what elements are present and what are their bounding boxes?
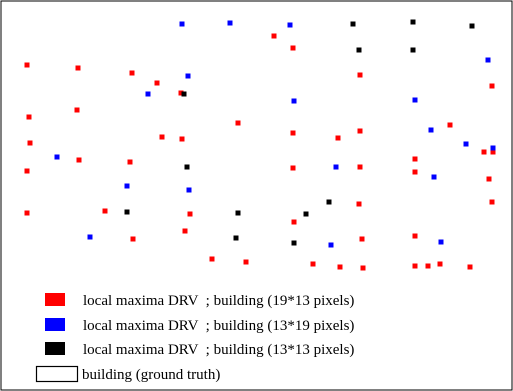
red-detection-marker [129, 70, 135, 76]
red-detection-marker [310, 261, 316, 267]
blue-legend-swatch [45, 318, 65, 331]
red-detection-marker [74, 107, 80, 113]
red-detection-marker [357, 164, 363, 170]
black-detection-marker [291, 240, 297, 246]
red-detection-marker [467, 264, 473, 270]
red-detection-marker [290, 45, 296, 51]
blue-detection-marker [54, 154, 60, 160]
red-detection-marker [182, 228, 188, 234]
blue-detection-marker [179, 21, 185, 27]
red-detection-marker [337, 264, 343, 270]
red-detection-marker [130, 236, 136, 242]
red-detection-marker [24, 210, 30, 216]
red-detection-marker [437, 261, 443, 267]
red-detection-marker [412, 263, 418, 269]
red-detection-marker [447, 122, 453, 128]
red-detection-marker [490, 149, 496, 155]
red-legend-swatch [45, 293, 65, 306]
red-detection-marker [489, 199, 495, 205]
red-detection-marker [26, 114, 32, 120]
red-detection-marker [24, 62, 30, 68]
black-detection-marker [410, 19, 416, 25]
blue-detection-marker [412, 97, 418, 103]
blue-detection-marker [124, 183, 130, 189]
red-detection-marker [76, 157, 82, 163]
red-detection-marker [359, 236, 365, 242]
black-detection-marker [350, 21, 356, 27]
red-detection-marker [179, 136, 185, 142]
blue-detection-marker [490, 145, 496, 151]
red-detection-marker [178, 90, 184, 96]
red-detection-marker [489, 83, 495, 89]
red-detection-marker [412, 156, 418, 162]
legend-label-2: local maxima DRV ; building (13*19 pixel… [83, 318, 354, 334]
blue-detection-marker [438, 239, 444, 245]
red-detection-marker [357, 72, 363, 78]
blue-detection-marker [287, 22, 293, 28]
blue-detection-marker [485, 57, 491, 63]
black-detection-marker [235, 210, 241, 216]
blue-detection-marker [431, 174, 437, 180]
red-detection-marker [290, 165, 296, 171]
ground-truth-legend-swatch [35, 365, 79, 383]
red-detection-marker [357, 128, 363, 134]
blue-detection-marker [186, 187, 192, 193]
red-detection-marker [209, 256, 215, 262]
red-detection-marker [412, 233, 418, 239]
red-detection-marker [425, 263, 431, 269]
red-detection-marker [481, 149, 487, 155]
marker-layer [24, 19, 496, 271]
black-detection-marker [469, 23, 475, 29]
black-detection-marker [410, 47, 416, 53]
red-detection-marker [75, 65, 81, 71]
legend-label-4: building (ground truth) [82, 367, 220, 383]
red-detection-marker [102, 208, 108, 214]
red-detection-marker [187, 211, 193, 217]
black-detection-marker [184, 164, 190, 170]
red-detection-marker [335, 135, 341, 141]
red-detection-marker [24, 168, 30, 174]
legend-label-3: local maxima DRV ; building (13*13 pixel… [83, 342, 354, 358]
black-detection-marker [124, 209, 130, 215]
red-detection-marker [27, 140, 33, 146]
red-detection-marker [290, 130, 296, 136]
red-detection-marker [271, 33, 277, 39]
legend: local maxima DRV ; building (19*13 pixel… [35, 293, 354, 383]
blue-detection-marker [428, 127, 434, 133]
red-detection-marker [486, 176, 492, 182]
blue-detection-marker [87, 234, 93, 240]
red-detection-marker [127, 159, 133, 165]
blue-detection-marker [463, 141, 469, 147]
black-detection-marker [356, 47, 362, 53]
black-legend-swatch [45, 342, 65, 355]
black-detection-marker [181, 91, 187, 97]
blue-detection-marker [328, 242, 334, 248]
legend-label-1: local maxima DRV ; building (19*13 pixel… [83, 293, 354, 309]
blue-detection-marker [227, 20, 233, 26]
black-detection-marker [233, 235, 239, 241]
blue-detection-marker [291, 98, 297, 104]
black-detection-marker [303, 211, 309, 217]
blue-detection-marker [333, 164, 339, 170]
red-detection-marker [291, 219, 297, 225]
red-detection-marker [154, 80, 160, 86]
red-detection-marker [159, 134, 165, 140]
red-detection-marker [360, 265, 366, 271]
red-detection-marker [235, 120, 241, 126]
blue-detection-marker [185, 73, 191, 79]
red-detection-marker [356, 201, 362, 207]
red-detection-marker [412, 169, 418, 175]
blue-detection-marker [145, 91, 151, 97]
black-detection-marker [326, 199, 332, 205]
red-detection-marker [243, 259, 249, 265]
